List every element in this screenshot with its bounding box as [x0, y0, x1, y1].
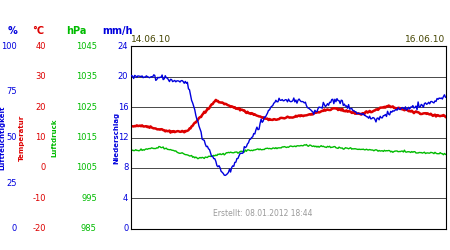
- Text: 1005: 1005: [76, 164, 97, 172]
- Text: Temperatur: Temperatur: [18, 114, 25, 161]
- Text: %: %: [8, 26, 18, 36]
- Text: Erstellt: 08.01.2012 18:44: Erstellt: 08.01.2012 18:44: [213, 209, 313, 218]
- Text: 0: 0: [123, 224, 128, 233]
- Text: 20: 20: [36, 102, 46, 112]
- Text: 1015: 1015: [76, 133, 97, 142]
- Text: 20: 20: [118, 72, 128, 81]
- Text: 16: 16: [117, 102, 128, 112]
- Text: 1045: 1045: [76, 42, 97, 51]
- Text: hPa: hPa: [67, 26, 87, 36]
- Text: 995: 995: [81, 194, 97, 203]
- Text: 50: 50: [7, 133, 17, 142]
- Text: 25: 25: [7, 178, 17, 188]
- Text: 0: 0: [40, 164, 46, 172]
- Text: mm/h: mm/h: [103, 26, 133, 36]
- Text: 12: 12: [118, 133, 128, 142]
- Text: 4: 4: [123, 194, 128, 203]
- Text: 75: 75: [6, 88, 17, 96]
- Text: 100: 100: [1, 42, 17, 51]
- Text: 30: 30: [35, 72, 46, 81]
- Text: 0: 0: [12, 224, 17, 233]
- Text: 8: 8: [123, 164, 128, 172]
- Text: Luftdruck: Luftdruck: [51, 118, 57, 157]
- Text: 14.06.10: 14.06.10: [130, 34, 171, 43]
- Text: 24: 24: [118, 42, 128, 51]
- Text: 10: 10: [36, 133, 46, 142]
- Text: -10: -10: [32, 194, 46, 203]
- Text: 1035: 1035: [76, 72, 97, 81]
- Text: 40: 40: [36, 42, 46, 51]
- Text: Niederschlag: Niederschlag: [113, 112, 119, 164]
- Text: -20: -20: [32, 224, 46, 233]
- Text: 1025: 1025: [76, 102, 97, 112]
- Text: 985: 985: [81, 224, 97, 233]
- Text: °C: °C: [32, 26, 45, 36]
- Text: 16.06.10: 16.06.10: [405, 34, 446, 43]
- Text: Luftfeuchtigkeit: Luftfeuchtigkeit: [0, 105, 5, 170]
